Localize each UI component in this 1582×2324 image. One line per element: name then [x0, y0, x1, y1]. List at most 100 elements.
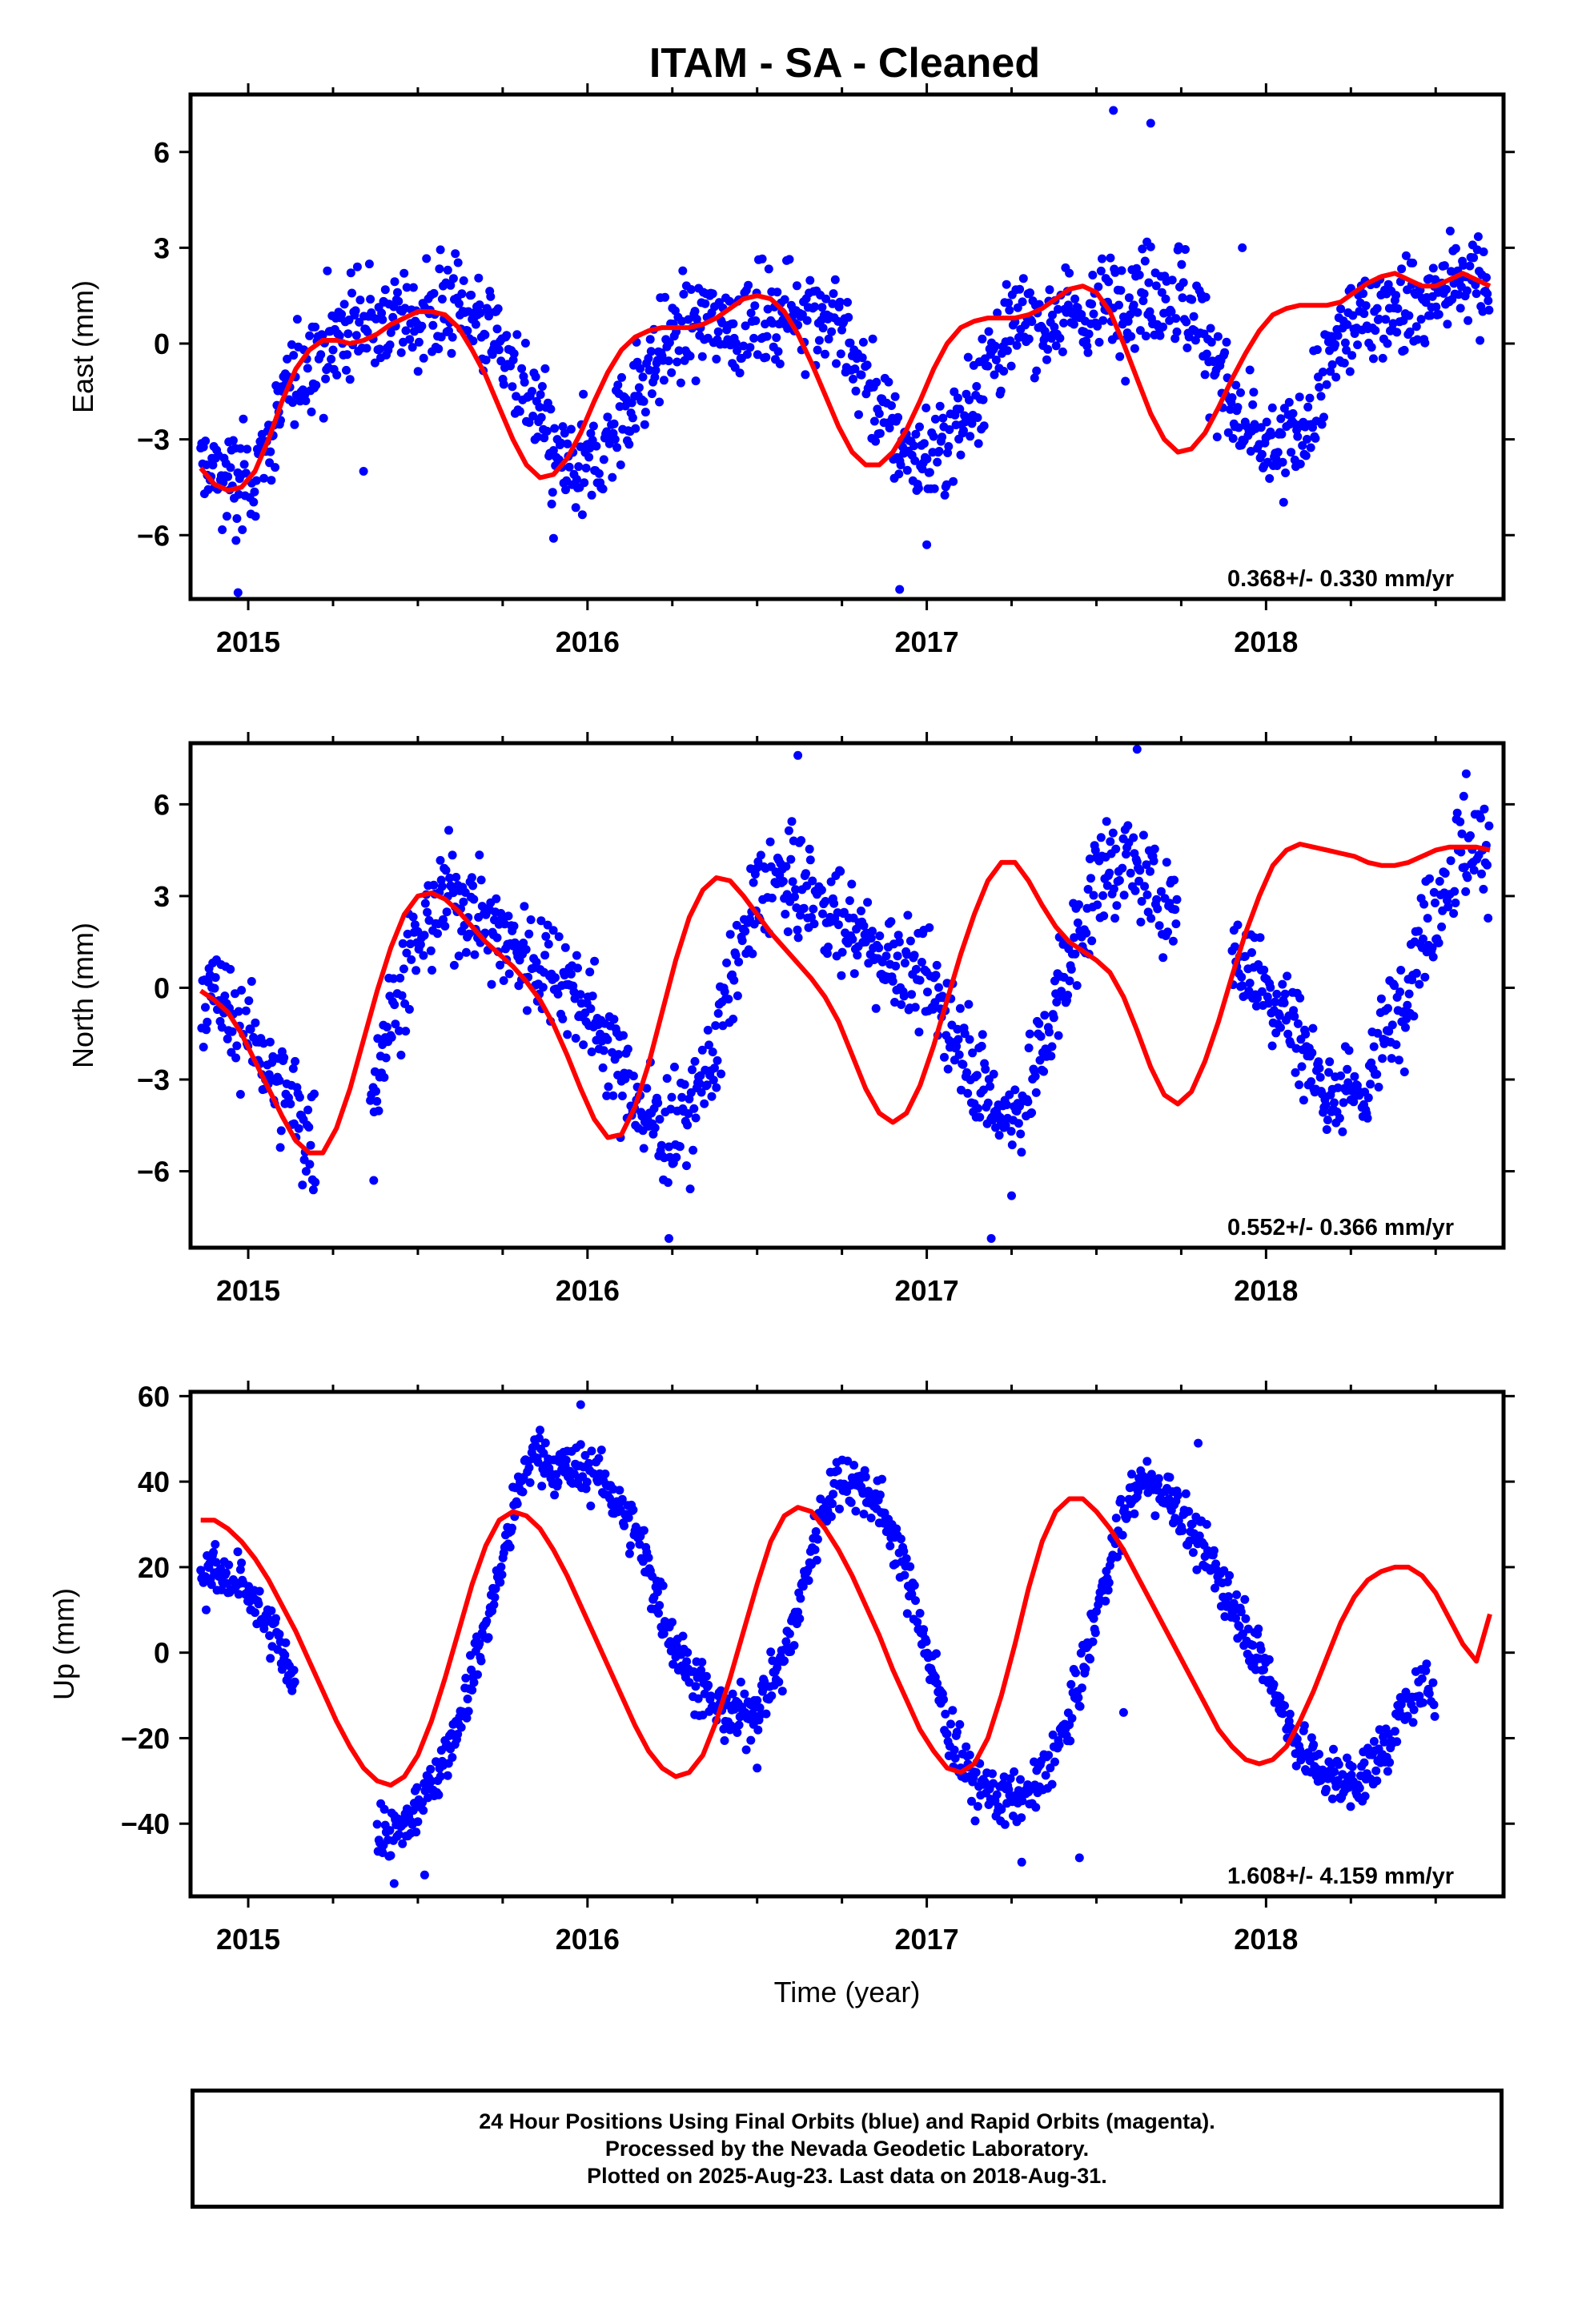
north-point [1170, 905, 1180, 915]
east-point [949, 476, 958, 486]
east-point [910, 456, 920, 465]
east-point [1051, 341, 1061, 351]
east-point [821, 294, 831, 304]
up-point [652, 1587, 662, 1597]
north-point [799, 903, 809, 913]
east-point [1171, 314, 1181, 324]
north-point [824, 943, 833, 951]
east-point [492, 324, 502, 334]
east-point [935, 401, 945, 411]
up-point [1269, 1679, 1279, 1689]
up-point [753, 1725, 763, 1735]
north-point [566, 969, 576, 979]
up-point [1428, 1678, 1438, 1687]
up-point [207, 1580, 216, 1590]
north-point [504, 911, 513, 921]
up-point [877, 1474, 887, 1484]
up-point [620, 1521, 629, 1530]
north-point [965, 1035, 974, 1044]
east-outlier-point [895, 585, 905, 594]
up-point [443, 1771, 452, 1780]
north-point [639, 1144, 648, 1153]
north-point [932, 960, 942, 970]
north-point [805, 844, 814, 854]
north-outlier-point [1132, 745, 1142, 754]
east-point [453, 258, 463, 267]
east-point [1096, 266, 1106, 275]
north-point [1463, 873, 1472, 883]
up-point [1150, 1511, 1160, 1521]
up-point [476, 1656, 486, 1666]
up-point [861, 1472, 870, 1482]
north-point [1330, 1098, 1339, 1108]
east-point [1451, 243, 1460, 253]
up-point [1463, 0, 1472, 5]
north-point [311, 1177, 320, 1187]
up-point [875, 1490, 885, 1500]
north-point [1476, 814, 1485, 823]
up-point [1046, 1763, 1055, 1773]
up-point [967, 1796, 976, 1806]
east-point [464, 307, 473, 316]
up-point [1315, 1750, 1323, 1759]
east-point [587, 490, 596, 500]
north-point [1293, 1019, 1303, 1028]
north-point [1450, 887, 1460, 896]
north-point [1479, 884, 1488, 894]
east-point [817, 303, 827, 312]
north-point [628, 1072, 638, 1081]
up-point [1130, 1509, 1139, 1518]
east-point [243, 444, 252, 454]
north-point [1452, 808, 1462, 818]
north-point [398, 939, 408, 948]
east-point [1434, 310, 1443, 320]
east-x-tick-label: 2015 [216, 625, 280, 658]
north-point [1401, 1023, 1410, 1032]
east-point [1138, 296, 1148, 306]
north-point [211, 973, 220, 983]
north-point [288, 1063, 298, 1073]
north-point [1106, 837, 1115, 846]
up-point [1146, 1470, 1156, 1479]
north-point [1259, 965, 1269, 975]
north-point [1158, 953, 1168, 963]
east-point [915, 422, 924, 432]
east-point [1339, 358, 1349, 368]
up-point [448, 1753, 457, 1762]
north-outlier-point [665, 1234, 673, 1243]
east-point [1050, 322, 1059, 332]
east-point [854, 410, 863, 420]
up-point [1409, 1705, 1419, 1715]
north-point [1031, 1088, 1041, 1097]
north-point [604, 1082, 613, 1092]
up-point [1165, 1473, 1174, 1482]
east-point [659, 376, 669, 385]
north-point [1419, 899, 1429, 909]
north-point [1233, 920, 1243, 930]
east-point [355, 317, 364, 327]
east-point [574, 462, 584, 472]
up-point [1467, 0, 1476, 5]
east-point [1442, 284, 1452, 294]
east-point [1306, 443, 1315, 452]
up-point [1417, 1674, 1427, 1683]
up-point [767, 1691, 777, 1700]
up-point [1454, 0, 1463, 5]
north-point [1087, 936, 1097, 946]
north-point [909, 951, 919, 960]
north-x-tick-label: 2018 [1234, 1274, 1298, 1307]
north-point [469, 895, 479, 904]
up-point [524, 1463, 534, 1473]
north-point [603, 1035, 612, 1044]
east-point [337, 309, 347, 319]
east-point [1378, 353, 1387, 363]
north-point [1363, 1093, 1373, 1103]
north-point [390, 1000, 400, 1010]
east-point [965, 395, 974, 404]
east-point [1141, 332, 1150, 341]
up-point [1443, 0, 1452, 5]
north-point [1315, 1072, 1325, 1082]
north-point [1451, 899, 1460, 907]
up-outlier-point [1194, 1438, 1203, 1448]
east-point [665, 338, 674, 348]
